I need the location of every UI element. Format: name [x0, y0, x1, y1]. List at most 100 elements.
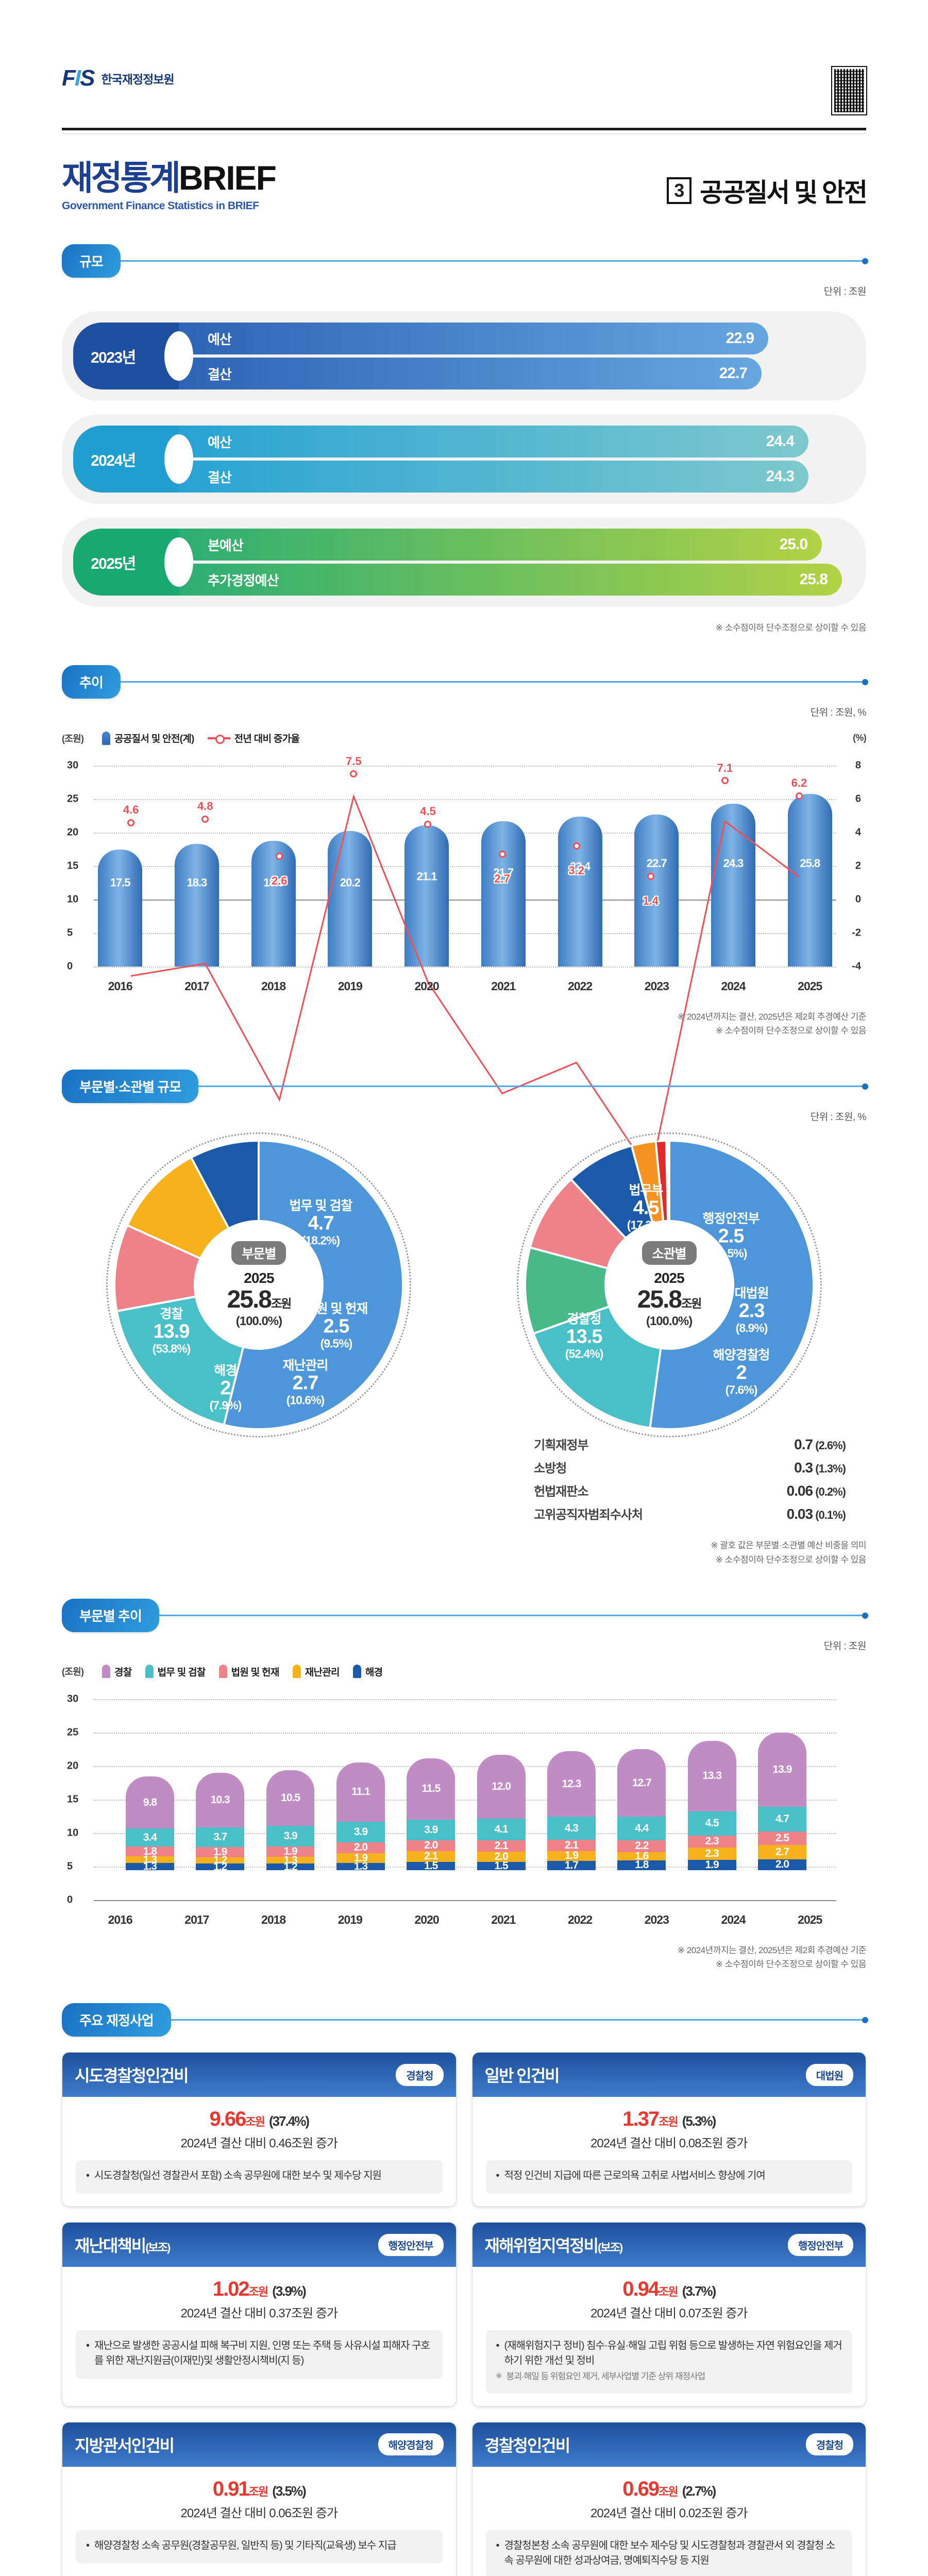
project-card-amount: 0.69조원 (2.7%) [622, 2477, 716, 2500]
trend-column: 17.5 [94, 766, 146, 967]
project-card-header: 재난대책비(보조) 행정안전부 [62, 2223, 456, 2267]
brand-block: 재정통계BRIEF Government Finance Statistics … [62, 159, 277, 212]
stack-segment: 3.7 [196, 1827, 245, 1848]
scale-bar-label: 예산 [208, 434, 232, 450]
project-card-header: 경찰청인건비 경찰청 [472, 2422, 866, 2467]
project-card-body: 9.66조원 (37.4%) 2024년 결산 대비 0.46조원 증가 시도경… [62, 2097, 456, 2206]
brand-title-ko: 재정통계 [62, 159, 181, 197]
legend-line-label: 전년 대비 증가율 [234, 734, 300, 744]
project-card-title: 일반 인건비 [484, 2066, 560, 2086]
legend-bar-label: 공공질서 및 안전(계) [114, 734, 194, 744]
project-cards: 시도경찰청인건비 경찰청 9.66조원 (37.4%) 2024년 결산 대비 … [62, 2052, 866, 2576]
project-card-body: 1.37조원 (5.3%) 2024년 결산 대비 0.08조원 증가 적정 인… [473, 2097, 866, 2206]
chapter-title: 공공질서 및 안전 [700, 178, 868, 207]
y-tick: 0 [67, 1894, 73, 1906]
title-block: 재정통계BRIEF Government Finance Statistics … [0, 134, 928, 212]
sector-notes: ※ 괄호 값은 부문별·소관별 예산 비중을 의미 ※ 소수점이하 단수조정으로… [62, 1538, 866, 1566]
trend-line-point [795, 792, 803, 800]
project-card-agency-chip: 해양경찰청 [378, 2433, 444, 2456]
trend-bar: 20.2 [328, 831, 373, 967]
project-card-agency-chip: 대법원 [805, 2063, 853, 2086]
gridline [94, 933, 836, 934]
donut-slice-pct: (53.8%) [152, 1342, 191, 1355]
trend-line-value: 2.6 [271, 874, 288, 887]
sector-trend-note-2: ※ 소수점이하 단수조정으로 상이할 수 있음 [715, 1959, 867, 1969]
y-tick: 30 [67, 1693, 79, 1705]
trend-bar-value: 25.8 [800, 857, 820, 870]
stack-segment: 2.5 [758, 1832, 806, 1845]
stack-segment: 1.5 [407, 1860, 455, 1872]
stack-column: 1.3 1.3 1.8 3.4 9.8 [126, 1710, 174, 1872]
project-card-title: 재난대책비(보조) [75, 2236, 171, 2256]
project-card-title: 시도경찰청인건비 [75, 2066, 189, 2086]
y-tick: 15 [67, 1793, 79, 1805]
project-card[interactable]: 재난대책비(보조) 행정안전부 1.02조원 (3.9%) 2024년 결산 대… [62, 2222, 457, 2406]
trend-x-label: 2016 [108, 979, 133, 993]
trend-line-value: 7.5 [346, 754, 362, 768]
project-card[interactable]: 지방관서인건비 해양경찰청 0.91조원 (3.5%) 2024년 결산 대비 … [62, 2421, 457, 2576]
trend-unit-label: 단위 : 조원, % [810, 707, 867, 718]
sector-legend-swatch [218, 1665, 227, 1679]
project-card-amount: 0.91조원 (3.5%) [212, 2477, 307, 2500]
stack-segment: 13.9 [758, 1733, 806, 1807]
scale-year-label: 2024년 [73, 426, 193, 493]
stack-segment: 13.3 [687, 1740, 736, 1812]
trend-bar: 21.7 [481, 821, 526, 967]
scale-row: 2023년 예산 22.9 결산 22.7 [62, 311, 866, 401]
project-card-body: 1.02조원 (3.9%) 2024년 결산 대비 0.37조원 증가 재난으로… [62, 2267, 456, 2391]
donut-center-year: 2025 [244, 1270, 274, 1286]
trend-bar: 25.8 [787, 793, 832, 967]
trend-x-label: 2022 [567, 979, 593, 993]
stack-column: 1.8 1.6 2.2 4.4 12.7 [617, 1710, 666, 1871]
project-desc-item: (재해위험지구 정비) 침수·유실·해일 고립 위험 등으로 발생하는 자연 위… [496, 2338, 842, 2368]
y-tick: 20 [67, 1760, 79, 1772]
trend-axis-unit-right: (%) [853, 733, 867, 743]
donut-slice-value: 2.3 [738, 1300, 765, 1322]
scale-bar: 결산 22.7 [179, 358, 762, 389]
stack-column: 1.7 1.9 2.1 4.3 12.3 [547, 1710, 596, 1871]
qr-code-icon[interactable] [831, 66, 867, 115]
agency-list-pct: (0.1%) [813, 1509, 846, 1522]
project-card-amount-pct: (3.5%) [272, 2483, 307, 2499]
project-desc-item: 재난으로 발생한 공공시설 피해 복구비 지원, 인명 또는 주택 등 사유시설… [86, 2338, 432, 2368]
section-projects-rule [168, 2017, 869, 2024]
project-card-agency-chip: 경찰청 [396, 2063, 444, 2086]
gridline [94, 1900, 836, 1901]
gridline [94, 899, 836, 901]
project-card-description: 재난으로 발생한 공공시설 피해 복구비 지원, 인명 또는 주택 등 사유시설… [76, 2330, 443, 2379]
section-trend: 추이 단위 : 조원, % (조원) (%) 공공질서 및 안전(계) 전년 대… [0, 665, 928, 1038]
sector-legend-label: 법무 및 검찰 [157, 1667, 206, 1678]
stack-column: 1.9 2.3 2.3 4.5 13.3 [687, 1710, 736, 1871]
gridline [94, 799, 836, 800]
chapter-heading: 3 공공질서 및 안전 [667, 172, 868, 212]
trend-column: 24.3 [707, 766, 760, 967]
donut-slice[interactable] [667, 1141, 670, 1223]
trend-line-value: 7.1 [717, 761, 733, 774]
project-card-amount: 9.66조원 (37.4%) [209, 2108, 310, 2131]
project-card-body: 0.91조원 (3.5%) 2024년 결산 대비 0.06조원 증가 해양경찰… [62, 2467, 456, 2576]
sector-note-1: ※ 괄호 값은 부문별·소관별 예산 비중을 의미 [711, 1540, 866, 1551]
project-card[interactable]: 일반 인건비 대법원 1.37조원 (5.3%) 2024년 결산 대비 0.0… [471, 2052, 866, 2207]
agency-list-name: 기획재정부 [534, 1438, 588, 1453]
gridline [94, 866, 836, 867]
donut-slice-value: 2.7 [292, 1372, 319, 1394]
project-card-description: 적정 인건비 지급에 따른 근로의욕 고취로 사법서비스 향상에 기여 [485, 2160, 852, 2194]
stack-segment: 3.9 [266, 1826, 315, 1847]
trend-bar-value: 20.2 [340, 876, 361, 889]
donut-slice-name: 해경 [214, 1363, 237, 1378]
scale-bar-value: 22.7 [719, 365, 748, 382]
project-card[interactable]: 재해위험지역정비(보조) 행정안전부 0.94조원 (3.7%) 2024년 결… [471, 2222, 866, 2406]
project-card-description: (재해위험지구 정비) 침수·유실·해일 고립 위험 등으로 발생하는 자연 위… [485, 2330, 852, 2394]
top-bar: FIS 한국재정정보원 [0, 0, 928, 115]
donut-chart-1: 부문별 2025 25.8조원 (100.0%) 경찰 13.9 (53.8%) 법… [106, 1132, 412, 1438]
stack-segment: 2.7 [758, 1845, 806, 1860]
stack-segment: 1.6 [617, 1850, 666, 1862]
stack-segment: 1.3 [126, 1860, 174, 1872]
project-card[interactable]: 시도경찰청인건비 경찰청 9.66조원 (37.4%) 2024년 결산 대비 … [62, 2052, 457, 2207]
project-card[interactable]: 경찰청인건비 경찰청 0.69조원 (2.7%) 2024년 결산 대비 0.0… [471, 2421, 866, 2576]
scale-bar: 추가경정예산 25.8 [179, 564, 842, 596]
project-card-title: 지방관서인건비 [75, 2436, 175, 2455]
trend-line-series [94, 766, 836, 1508]
sector-trend-axis-unit: (조원) [62, 1667, 84, 1677]
section-sector-title: 부문별·소관별 규모 [62, 1070, 199, 1104]
